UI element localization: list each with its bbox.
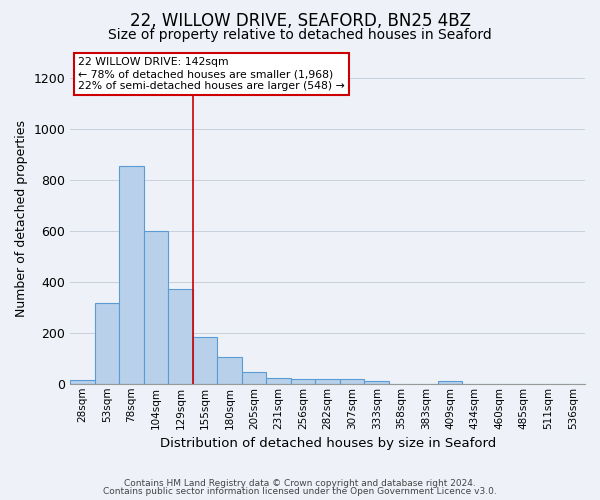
Bar: [266, 378, 291, 384]
Text: 22, WILLOW DRIVE, SEAFORD, BN25 4BZ: 22, WILLOW DRIVE, SEAFORD, BN25 4BZ: [130, 12, 470, 30]
Bar: [193, 336, 217, 384]
Bar: [438, 381, 463, 384]
Text: Contains HM Land Registry data © Crown copyright and database right 2024.: Contains HM Land Registry data © Crown c…: [124, 478, 476, 488]
Bar: [316, 379, 340, 384]
Text: Contains public sector information licensed under the Open Government Licence v3: Contains public sector information licen…: [103, 487, 497, 496]
Y-axis label: Number of detached properties: Number of detached properties: [15, 120, 28, 316]
Bar: [217, 357, 242, 384]
Bar: [95, 304, 119, 384]
Bar: [291, 379, 316, 384]
Bar: [340, 379, 364, 384]
Text: Size of property relative to detached houses in Seaford: Size of property relative to detached ho…: [108, 28, 492, 42]
Bar: [169, 290, 193, 384]
Bar: [70, 380, 95, 384]
Text: 22 WILLOW DRIVE: 142sqm
← 78% of detached houses are smaller (1,968)
22% of semi: 22 WILLOW DRIVE: 142sqm ← 78% of detache…: [78, 58, 345, 90]
Bar: [242, 372, 266, 384]
Bar: [144, 231, 169, 384]
X-axis label: Distribution of detached houses by size in Seaford: Distribution of detached houses by size …: [160, 437, 496, 450]
Bar: [119, 166, 144, 384]
Bar: [364, 381, 389, 384]
